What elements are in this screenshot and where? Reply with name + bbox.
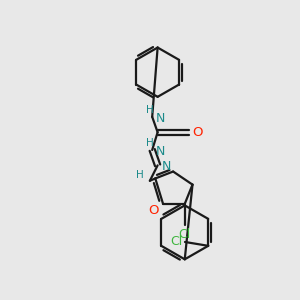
Text: O: O — [149, 203, 159, 217]
Text: N: N — [155, 145, 165, 158]
Text: N: N — [155, 112, 165, 125]
Text: N: N — [161, 160, 171, 173]
Text: H: H — [146, 138, 154, 148]
Text: H: H — [136, 169, 144, 180]
Text: H: H — [146, 105, 154, 115]
Text: Cl: Cl — [178, 229, 191, 242]
Text: Cl: Cl — [170, 236, 183, 248]
Text: O: O — [193, 126, 203, 139]
